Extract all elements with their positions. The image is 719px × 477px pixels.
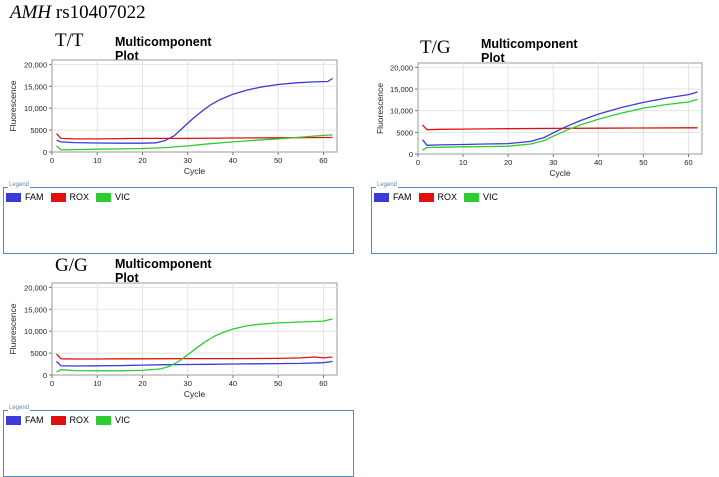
genotype-label: T/T — [55, 30, 84, 51]
legend-swatch — [6, 192, 21, 202]
legend-caption: Legend — [8, 182, 31, 189]
legend-item-vic: VIC — [96, 192, 130, 202]
legend-label: VIC — [483, 192, 499, 202]
chart-gg: 0 5000 10,000 15,000 20,000 0 10 20 30 40 50 60 Cycl… — [8, 282, 338, 399]
legend-item-vic: VIC — [96, 415, 130, 425]
legend-swatch — [50, 192, 66, 202]
series-line-vic — [422, 98, 698, 151]
x-axis-label: Cycle — [184, 389, 206, 399]
plot-area — [51, 282, 338, 376]
y-tick-label: 0 — [409, 150, 413, 159]
legend-caption: Legend — [8, 405, 31, 412]
series-line-fam — [56, 77, 333, 144]
legend-item-fam: FAM — [374, 192, 412, 202]
y-axis-label: Fluorescence — [8, 303, 18, 354]
x-tick-label: 60 — [319, 379, 327, 388]
gene-name: AMH — [10, 2, 52, 23]
legend-label: VIC — [115, 192, 131, 202]
y-tick-label: 15,000 — [24, 82, 47, 91]
genotype-label: T/G — [420, 37, 451, 58]
chart-tt: 0 5000 10,000 15,000 20,000 0 10 20 30 40 50 60 Cycl… — [8, 59, 338, 176]
legend-swatch — [50, 415, 66, 425]
series-line-vic — [56, 134, 333, 151]
x-tick-label: 20 — [138, 379, 146, 388]
x-tick-label: 30 — [184, 156, 192, 165]
y-axis-label: Fluorescence — [375, 83, 385, 134]
plot-area — [51, 59, 338, 153]
series-line-fam — [56, 360, 333, 367]
x-tick-label: 40 — [594, 158, 602, 167]
legend-item-vic: VIC — [464, 192, 498, 202]
x-tick-label: 40 — [229, 379, 237, 388]
x-tick-label: 20 — [504, 158, 512, 167]
x-tick-label: 30 — [184, 379, 192, 388]
plot-title: Multicomponent Plot — [115, 257, 212, 285]
series-line-rox — [422, 124, 698, 131]
y-tick-label: 5000 — [30, 349, 47, 358]
y-tick-label: 15,000 — [24, 305, 47, 314]
y-tick-label: 20,000 — [390, 63, 413, 72]
legend-item-rox: ROX — [418, 192, 458, 202]
y-tick-label: 0 — [43, 148, 47, 157]
legend-item-rox: ROX — [50, 415, 90, 425]
legend-box: Legend FAM ROX VIC — [3, 405, 354, 477]
genotype-label: G/G — [55, 255, 88, 276]
legend-label: FAM — [25, 192, 44, 202]
x-tick-label: 10 — [459, 158, 467, 167]
y-tick-label: 10,000 — [24, 104, 47, 113]
plot-title: Multicomponent Plot — [481, 37, 578, 65]
legend-item-fam: FAM — [6, 192, 44, 202]
x-tick-label: 0 — [416, 158, 420, 167]
legend-label: VIC — [115, 415, 131, 425]
x-tick-label: 40 — [229, 156, 237, 165]
snp-id: rs10407022 — [55, 2, 146, 23]
figure-title: AMH rs10407022 — [10, 2, 146, 24]
x-tick-label: 50 — [639, 158, 647, 167]
x-tick-label: 10 — [93, 156, 101, 165]
x-tick-label: 60 — [684, 158, 692, 167]
y-axis-label: Fluorescence — [8, 80, 18, 131]
plot-area — [417, 62, 703, 155]
legend-swatch — [374, 192, 389, 202]
x-tick-label: 60 — [319, 156, 327, 165]
x-tick-label: 0 — [50, 379, 54, 388]
y-tick-label: 20,000 — [24, 283, 47, 292]
x-axis-label: Cycle — [184, 166, 206, 176]
y-tick-label: 10,000 — [390, 107, 413, 116]
series-line-fam — [421, 91, 698, 146]
y-tick-label: 15,000 — [390, 85, 413, 94]
legend-box: Legend FAM ROX VIC — [371, 182, 717, 254]
legend-swatch — [6, 415, 21, 425]
x-tick-label: 50 — [274, 379, 282, 388]
legend-swatch — [464, 192, 480, 202]
legend-label: ROX — [437, 192, 458, 202]
legend-box: Legend FAM ROX VIC — [3, 182, 354, 254]
x-tick-label: 30 — [549, 158, 557, 167]
y-tick-label: 5000 — [396, 128, 413, 137]
x-tick-label: 0 — [50, 156, 54, 165]
y-tick-label: 10,000 — [24, 327, 47, 336]
legend-label: FAM — [393, 192, 412, 202]
x-tick-label: 20 — [138, 156, 146, 165]
legend-swatch — [418, 192, 434, 202]
legend-item-rox: ROX — [50, 192, 90, 202]
x-tick-label: 50 — [274, 156, 282, 165]
legend-label: ROX — [69, 415, 90, 425]
legend-caption: Legend — [376, 182, 399, 189]
x-axis-label: Cycle — [549, 168, 571, 178]
series-line-rox — [56, 353, 333, 360]
x-tick-label: 10 — [93, 379, 101, 388]
legend-item-fam: FAM — [6, 415, 44, 425]
y-tick-label: 0 — [43, 371, 47, 380]
legend-label: FAM — [25, 415, 44, 425]
legend-swatch — [96, 415, 112, 425]
series-line-vic — [56, 318, 333, 373]
legend-swatch — [96, 192, 112, 202]
y-tick-label: 20,000 — [24, 60, 47, 69]
y-tick-label: 5000 — [30, 126, 47, 135]
chart-tg: 0 5000 10,000 15,000 20,000 0 10 20 30 40 50 60 Cycl… — [375, 62, 703, 178]
legend-label: ROX — [69, 192, 90, 202]
